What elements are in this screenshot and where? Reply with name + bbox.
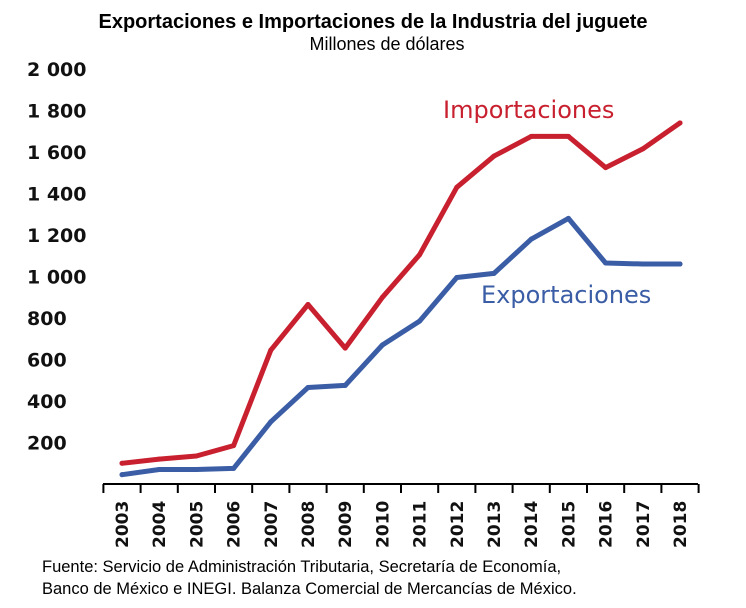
data-point-exportaciones xyxy=(491,270,497,276)
data-point-exportaciones xyxy=(342,382,348,388)
data-point-importaciones xyxy=(342,345,348,351)
chart-subtitle: Millones de dólares xyxy=(309,34,464,54)
data-point-importaciones xyxy=(565,133,571,139)
x-tick-label: 2003 xyxy=(113,501,133,548)
y-axis-ticks: 200 400 600 800 1 000 1 200 1 400 1 600 1 800 2 0… xyxy=(27,59,87,455)
y-tick-label: 1 800 xyxy=(27,101,87,123)
x-tick-label: 2004 xyxy=(150,501,170,548)
y-tick-label: 200 xyxy=(27,433,67,455)
x-tick-label: 2016 xyxy=(597,501,617,548)
data-point-exportaciones xyxy=(231,465,237,471)
x-tick-label: 2013 xyxy=(485,501,505,548)
data-point-importaciones xyxy=(640,146,646,152)
data-point-importaciones xyxy=(119,460,125,466)
data-point-exportaciones xyxy=(677,261,683,267)
data-point-importaciones xyxy=(491,153,497,159)
x-tick-label: 2010 xyxy=(373,501,393,548)
data-point-exportaciones xyxy=(119,472,125,478)
chart-title: Exportaciones e Importaciones de la Indu… xyxy=(98,11,647,33)
x-tick-label: 2007 xyxy=(262,501,282,548)
y-tick-label: 400 xyxy=(27,391,67,413)
x-tick-label: 2018 xyxy=(671,501,691,548)
data-point-importaciones xyxy=(305,302,311,308)
x-tick-label: 2011 xyxy=(411,501,431,548)
y-tick-label: 1 600 xyxy=(27,142,87,164)
series-line-importaciones xyxy=(119,120,683,466)
data-point-importaciones xyxy=(193,453,199,459)
data-point-importaciones xyxy=(156,456,162,462)
data-point-importaciones xyxy=(603,165,609,171)
y-tick-label: 2 000 xyxy=(27,59,87,81)
y-tick-label: 1 400 xyxy=(27,184,87,206)
x-tick-label: 2005 xyxy=(187,501,207,548)
data-point-exportaciones xyxy=(193,466,199,472)
x-axis-labels: 2003 2004 2005 2006 2007 2008 2009 2010 2011 2012… xyxy=(113,501,691,548)
data-point-exportaciones xyxy=(305,385,311,391)
data-point-importaciones xyxy=(677,120,683,126)
y-tick-label: 1 000 xyxy=(27,267,87,289)
data-point-exportaciones xyxy=(565,215,571,221)
data-point-exportaciones xyxy=(640,261,646,267)
y-tick-label: 1 200 xyxy=(27,225,87,247)
series-lines xyxy=(119,120,683,478)
x-axis-ticks xyxy=(102,484,700,493)
data-point-importaciones xyxy=(231,443,237,449)
data-point-exportaciones xyxy=(417,318,423,324)
x-tick-label: 2014 xyxy=(522,501,542,548)
series-label-importaciones: Importaciones xyxy=(443,96,614,124)
y-tick-label: 800 xyxy=(27,308,67,330)
data-point-importaciones xyxy=(417,252,423,258)
y-tick-label: 600 xyxy=(27,350,67,372)
x-tick-label: 2009 xyxy=(336,501,356,548)
x-tick-label: 2012 xyxy=(448,501,468,548)
data-point-importaciones xyxy=(528,133,534,139)
series-line-exportaciones xyxy=(119,215,683,478)
x-tick-label: 2017 xyxy=(634,501,654,548)
data-point-exportaciones xyxy=(454,275,460,281)
data-point-exportaciones xyxy=(528,236,534,242)
data-point-importaciones xyxy=(268,347,274,353)
data-point-exportaciones xyxy=(156,466,162,472)
data-point-exportaciones xyxy=(268,419,274,425)
x-tick-label: 2015 xyxy=(559,501,579,548)
source-line-1: Fuente: Servicio de Administración Tribu… xyxy=(42,558,561,576)
data-point-exportaciones xyxy=(603,260,609,266)
data-point-importaciones xyxy=(454,184,460,190)
source-line-2: Banco de México e INEGI. Balanza Comerci… xyxy=(42,580,577,598)
x-tick-label: 2008 xyxy=(299,501,319,548)
data-point-importaciones xyxy=(379,294,385,300)
x-tick-label: 2006 xyxy=(225,501,245,548)
data-point-exportaciones xyxy=(379,342,385,348)
series-label-exportaciones: Exportaciones xyxy=(481,281,651,309)
